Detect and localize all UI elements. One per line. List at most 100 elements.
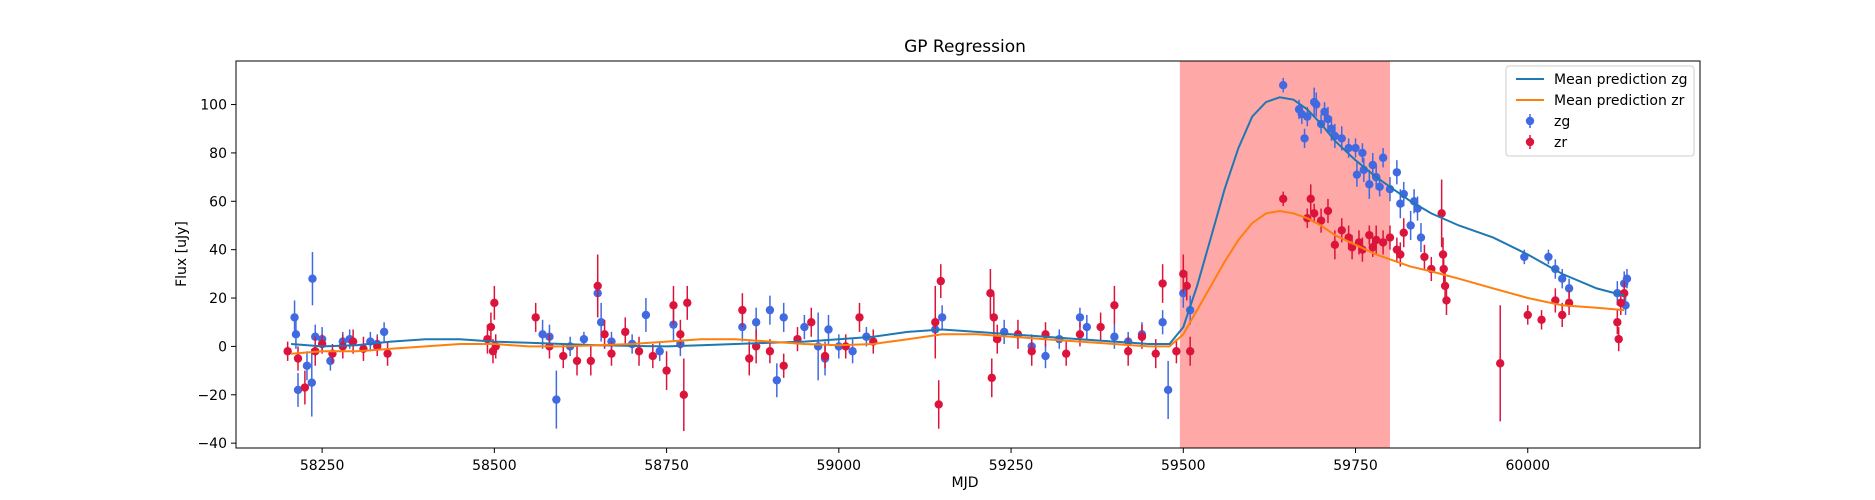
legend-label: Mean prediction zr [1554,93,1685,109]
data-point-zg [1409,197,1419,206]
data-point-zr [738,305,747,315]
data-point-zr [807,318,816,327]
data-point-zr [662,366,671,375]
data-point-zr [593,281,602,291]
data-point-zr [1614,334,1623,344]
data-point-zg [1564,284,1574,293]
data-point-zr [621,327,630,337]
legend-label: Mean prediction zg [1554,72,1688,88]
data-point-zr [1420,252,1429,262]
x-tick-label: 60000 [1505,458,1550,474]
data-point-zr [1158,279,1167,288]
data-point-zr [1151,349,1160,358]
data-point-zr [934,400,943,409]
data-point-zr [987,373,996,383]
data-point-zr [679,390,689,399]
x-tick-label: 58750 [644,458,689,474]
data-point-zr [1337,226,1346,235]
data-point-zr [490,298,499,308]
data-point-zg [1344,143,1353,153]
y-tick-label: 60 [209,194,227,210]
data-point-zr [1537,315,1546,325]
data-point-zg [1041,351,1050,361]
data-point-zr [283,347,292,356]
data-point-zr [683,298,692,308]
mean-line-zg [291,96,1625,348]
data-point-zg [1303,112,1312,121]
data-point-zr [1368,243,1377,252]
y-tick-label: 20 [209,291,227,307]
data-point-zr [1075,330,1085,339]
data-point-zg [1406,221,1415,230]
data-point-zr [293,354,303,363]
x-tick-label: 58250 [300,458,345,474]
plot-frame [235,60,1701,449]
data-point-zr [765,347,775,356]
data-point-zr [936,276,945,286]
data-point-zr [676,330,685,339]
data-point-zg [1075,313,1085,322]
data-point-zr [1309,209,1319,218]
data-point-zr [572,356,582,366]
data-point-zr [931,318,940,327]
data-point-zr [855,313,864,322]
data-point-zr [779,361,788,370]
data-point-zr [531,313,540,322]
data-point-zr [1396,250,1405,259]
data-point-zg [596,318,606,327]
data-point-zg [307,378,316,387]
data-point-zg [1320,107,1329,116]
data-point-zr [745,354,754,363]
data-point-zg [1378,153,1388,162]
data-point-zr [669,301,678,310]
y-axis-label: Flux [uJy] [174,221,190,287]
data-point-zr [841,342,850,351]
data-point-zg [293,385,303,395]
data-point-zr [820,351,830,361]
data-point-zr [1378,238,1388,247]
x-tick-label: 59250 [989,458,1034,474]
legend-label: zg [1554,114,1570,130]
data-point-zr [1306,194,1315,204]
data-point-zg [290,313,299,322]
chart-title: GP Regression [904,37,1026,57]
data-point-zr [1316,216,1326,225]
data-point-zg [1323,114,1333,124]
data-point-zg [1300,134,1309,143]
data-point-zr [648,351,658,361]
data-point-zr [986,289,995,298]
data-point-zg [1396,199,1405,208]
data-point-zr [1185,347,1195,356]
data-point-zr [1371,235,1381,245]
data-point-zg [1327,124,1336,133]
data-point-zg [291,330,301,339]
data-point-zr [1613,318,1622,327]
data-point-zr [373,342,382,351]
data-point-zg [1312,100,1321,109]
data-point-zg [1163,385,1173,395]
data-point-zr [607,349,616,358]
data-point-zr [1179,269,1188,279]
data-point-zr [989,313,999,322]
data-point-zg [1082,322,1092,332]
data-point-zr [1442,296,1451,305]
y-tick-label: 0 [218,339,227,355]
data-point-zg [1337,134,1346,143]
data-point-zg [800,322,809,332]
data-point-zg [1110,332,1119,341]
data-point-zr [1558,310,1567,320]
data-point-zg [1368,160,1377,170]
data-point-zr [1437,209,1446,218]
series-zr [283,179,1629,432]
data-point-zg [824,325,833,334]
data-point-zr [1278,194,1288,204]
y-tick-label: −40 [197,436,227,452]
y-tick-label: 100 [200,98,227,114]
data-point-zr [1523,310,1532,320]
data-point-zr [1137,332,1147,341]
data-point-zg [1544,252,1553,262]
data-point-zg [1358,148,1367,158]
x-tick-label: 59750 [1333,458,1378,474]
legend-marker-swatch [1525,116,1535,126]
